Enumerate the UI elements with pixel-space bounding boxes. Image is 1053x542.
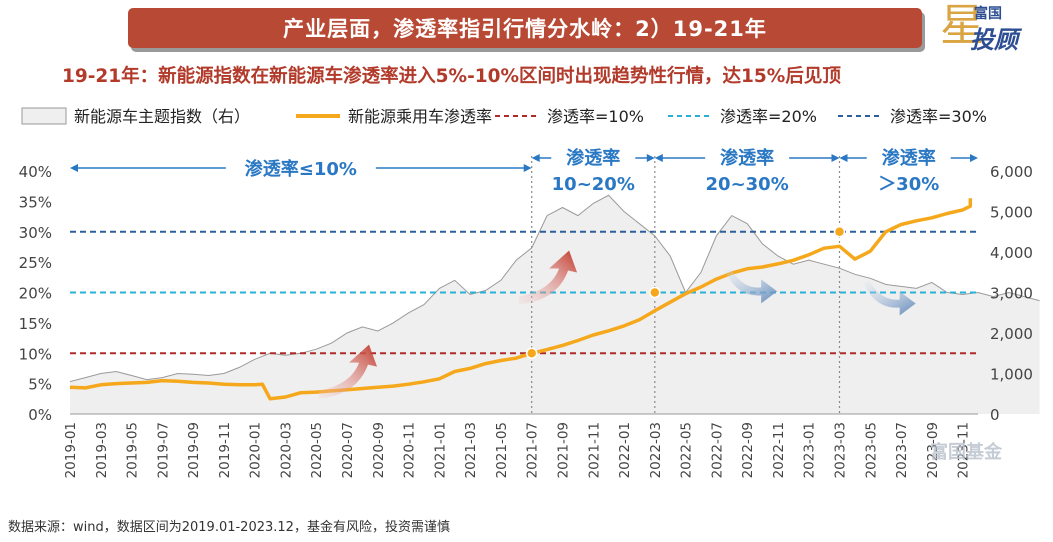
logo-top-text: 富国: [974, 6, 1002, 22]
y-right-tick-label: 6,000: [990, 163, 1033, 181]
x-tick-label: 2023-01: [802, 422, 818, 478]
title-banner: 产业层面，渗透率指引行情分水岭：2）19-21年: [128, 8, 922, 48]
x-tick-label: 2019-05: [125, 422, 141, 478]
x-tick-label: 2020-01: [248, 422, 264, 478]
x-tick-label: 2023-05: [863, 422, 879, 478]
legend-swatch-index-area: [21, 107, 67, 125]
threshold-marker: [649, 286, 661, 299]
x-tick-label: 2022-03: [648, 422, 664, 478]
x-tick-label: 2020-07: [340, 422, 356, 478]
watermark: 富国基金: [930, 442, 1002, 463]
trend-arrow-up: [519, 250, 578, 305]
source-note: 数据来源：wind，数据区间为2019.01-2023.12，基金有风险，投资需…: [8, 520, 450, 535]
y-left-tick-label: 30%: [19, 224, 52, 242]
zone-label-bg: [705, 146, 790, 168]
zone-arrow-left-head: [839, 154, 848, 162]
y-left-tick-label: 10%: [19, 345, 52, 363]
y-left-tick-label: 0%: [28, 406, 52, 424]
legend-label: 渗透率=20%: [720, 107, 817, 126]
y-right-tick-label: 1,000: [990, 366, 1033, 384]
x-tick-label: 2021-07: [525, 422, 541, 478]
x-tick-label: 2023-11: [956, 422, 972, 478]
x-tick-label: 2022-01: [617, 422, 633, 478]
threshold-marker: [833, 226, 846, 238]
y-left-tick-label: 5%: [28, 376, 52, 394]
zone-arrow-left-head: [654, 154, 663, 162]
logo-brand-text: 投顾: [970, 26, 1018, 54]
x-tick-label: 2019-11: [217, 422, 233, 478]
trend-arrow-down: [725, 269, 778, 304]
zone-arrow-right-head: [831, 154, 840, 162]
y-right-tick-label: 0: [990, 406, 1000, 424]
x-tick-label: 2023-03: [832, 422, 848, 478]
x-tick-label: 2021-01: [432, 422, 448, 478]
y-left-tick-label: 35%: [19, 193, 52, 211]
x-tick-label: 2020-09: [371, 422, 387, 478]
legend-label: 新能源乘用车渗透率: [348, 107, 492, 126]
zone-label-bg: [551, 146, 636, 168]
x-tick-label: 2023-09: [925, 422, 941, 478]
zone-label-line1: 渗透率: [882, 147, 936, 169]
x-tick-label: 2023-07: [894, 422, 910, 478]
zone-label-line2: 10~20%: [552, 174, 635, 195]
zone-label-bg: [866, 146, 951, 168]
x-tick-label: 2019-07: [155, 422, 171, 478]
subtitle: 19-21年：新能源指数在新能源车渗透率进入5%-10%区间时出现趋势性行情，达…: [62, 66, 841, 87]
x-tick-label: 2020-11: [402, 422, 418, 478]
y-left-tick-label: 25%: [19, 254, 52, 272]
x-tick-label: 2020-05: [309, 422, 325, 478]
zone-label-line2: ＞30%: [878, 174, 939, 195]
page-title: 产业层面，渗透率指引行情分水岭：2）19-21年: [283, 17, 767, 41]
x-tick-label: 2019-01: [63, 422, 79, 478]
index-area: [70, 195, 1040, 414]
penetration-line: [69, 198, 973, 401]
x-tick-label: 2021-05: [494, 422, 510, 478]
legend-label: 渗透率=30%: [890, 107, 987, 126]
zone-label-line1: 渗透率: [720, 147, 774, 169]
x-tick-label: 2022-11: [771, 422, 787, 478]
zone-label: 渗透率≤10%: [245, 158, 357, 180]
x-tick-label: 2022-07: [709, 422, 725, 478]
y-right-tick-label: 5,000: [990, 204, 1033, 222]
x-tick-label: 2020-03: [278, 422, 294, 478]
x-tick-label: 2021-11: [586, 422, 602, 478]
zone-label-line2: 20~30%: [706, 174, 789, 195]
zone-arrow-right-head: [523, 164, 532, 172]
y-right-tick-label: 3,000: [990, 285, 1033, 303]
y-left-tick-label: 15%: [19, 315, 52, 333]
zone-arrow-right-head: [646, 154, 655, 162]
x-tick-label: 2021-03: [463, 422, 479, 478]
trend-arrow-down: [863, 281, 916, 316]
star-logo-icon: 星: [940, 0, 984, 51]
index-area-outline: [69, 194, 1040, 383]
x-tick-label: 2022-09: [740, 422, 756, 478]
x-tick-label: 2022-05: [679, 422, 695, 478]
fullgoal-logo: 星 富国 投顾: [940, 0, 1050, 56]
zone-arrow-right-head: [970, 154, 978, 162]
legend-label: 渗透率=10%: [547, 107, 644, 126]
trend-arrow-up: [319, 344, 378, 399]
y-left-tick-label: 40%: [19, 163, 52, 181]
y-left-tick-label: 20%: [19, 285, 52, 303]
threshold-marker: [525, 347, 538, 359]
x-tick-label: 2019-03: [94, 422, 110, 478]
x-tick-label: 2021-09: [555, 422, 571, 478]
y-right-tick-label: 4,000: [990, 244, 1033, 262]
y-right-tick-label: 2,000: [990, 325, 1033, 343]
legend-label: 新能源车主题指数（右）: [74, 107, 250, 126]
penetration-index-chart: 新能源车主题指数（右） 新能源乘用车渗透率 渗透率=10% 渗透率=20% 渗透率=30…: [19, 107, 1040, 478]
x-tick-label: 2019-09: [186, 422, 202, 478]
zone-label-line1: 渗透率: [566, 147, 620, 169]
zone-arrow-left-head: [70, 164, 78, 172]
zone-arrow-left-head: [531, 154, 540, 162]
